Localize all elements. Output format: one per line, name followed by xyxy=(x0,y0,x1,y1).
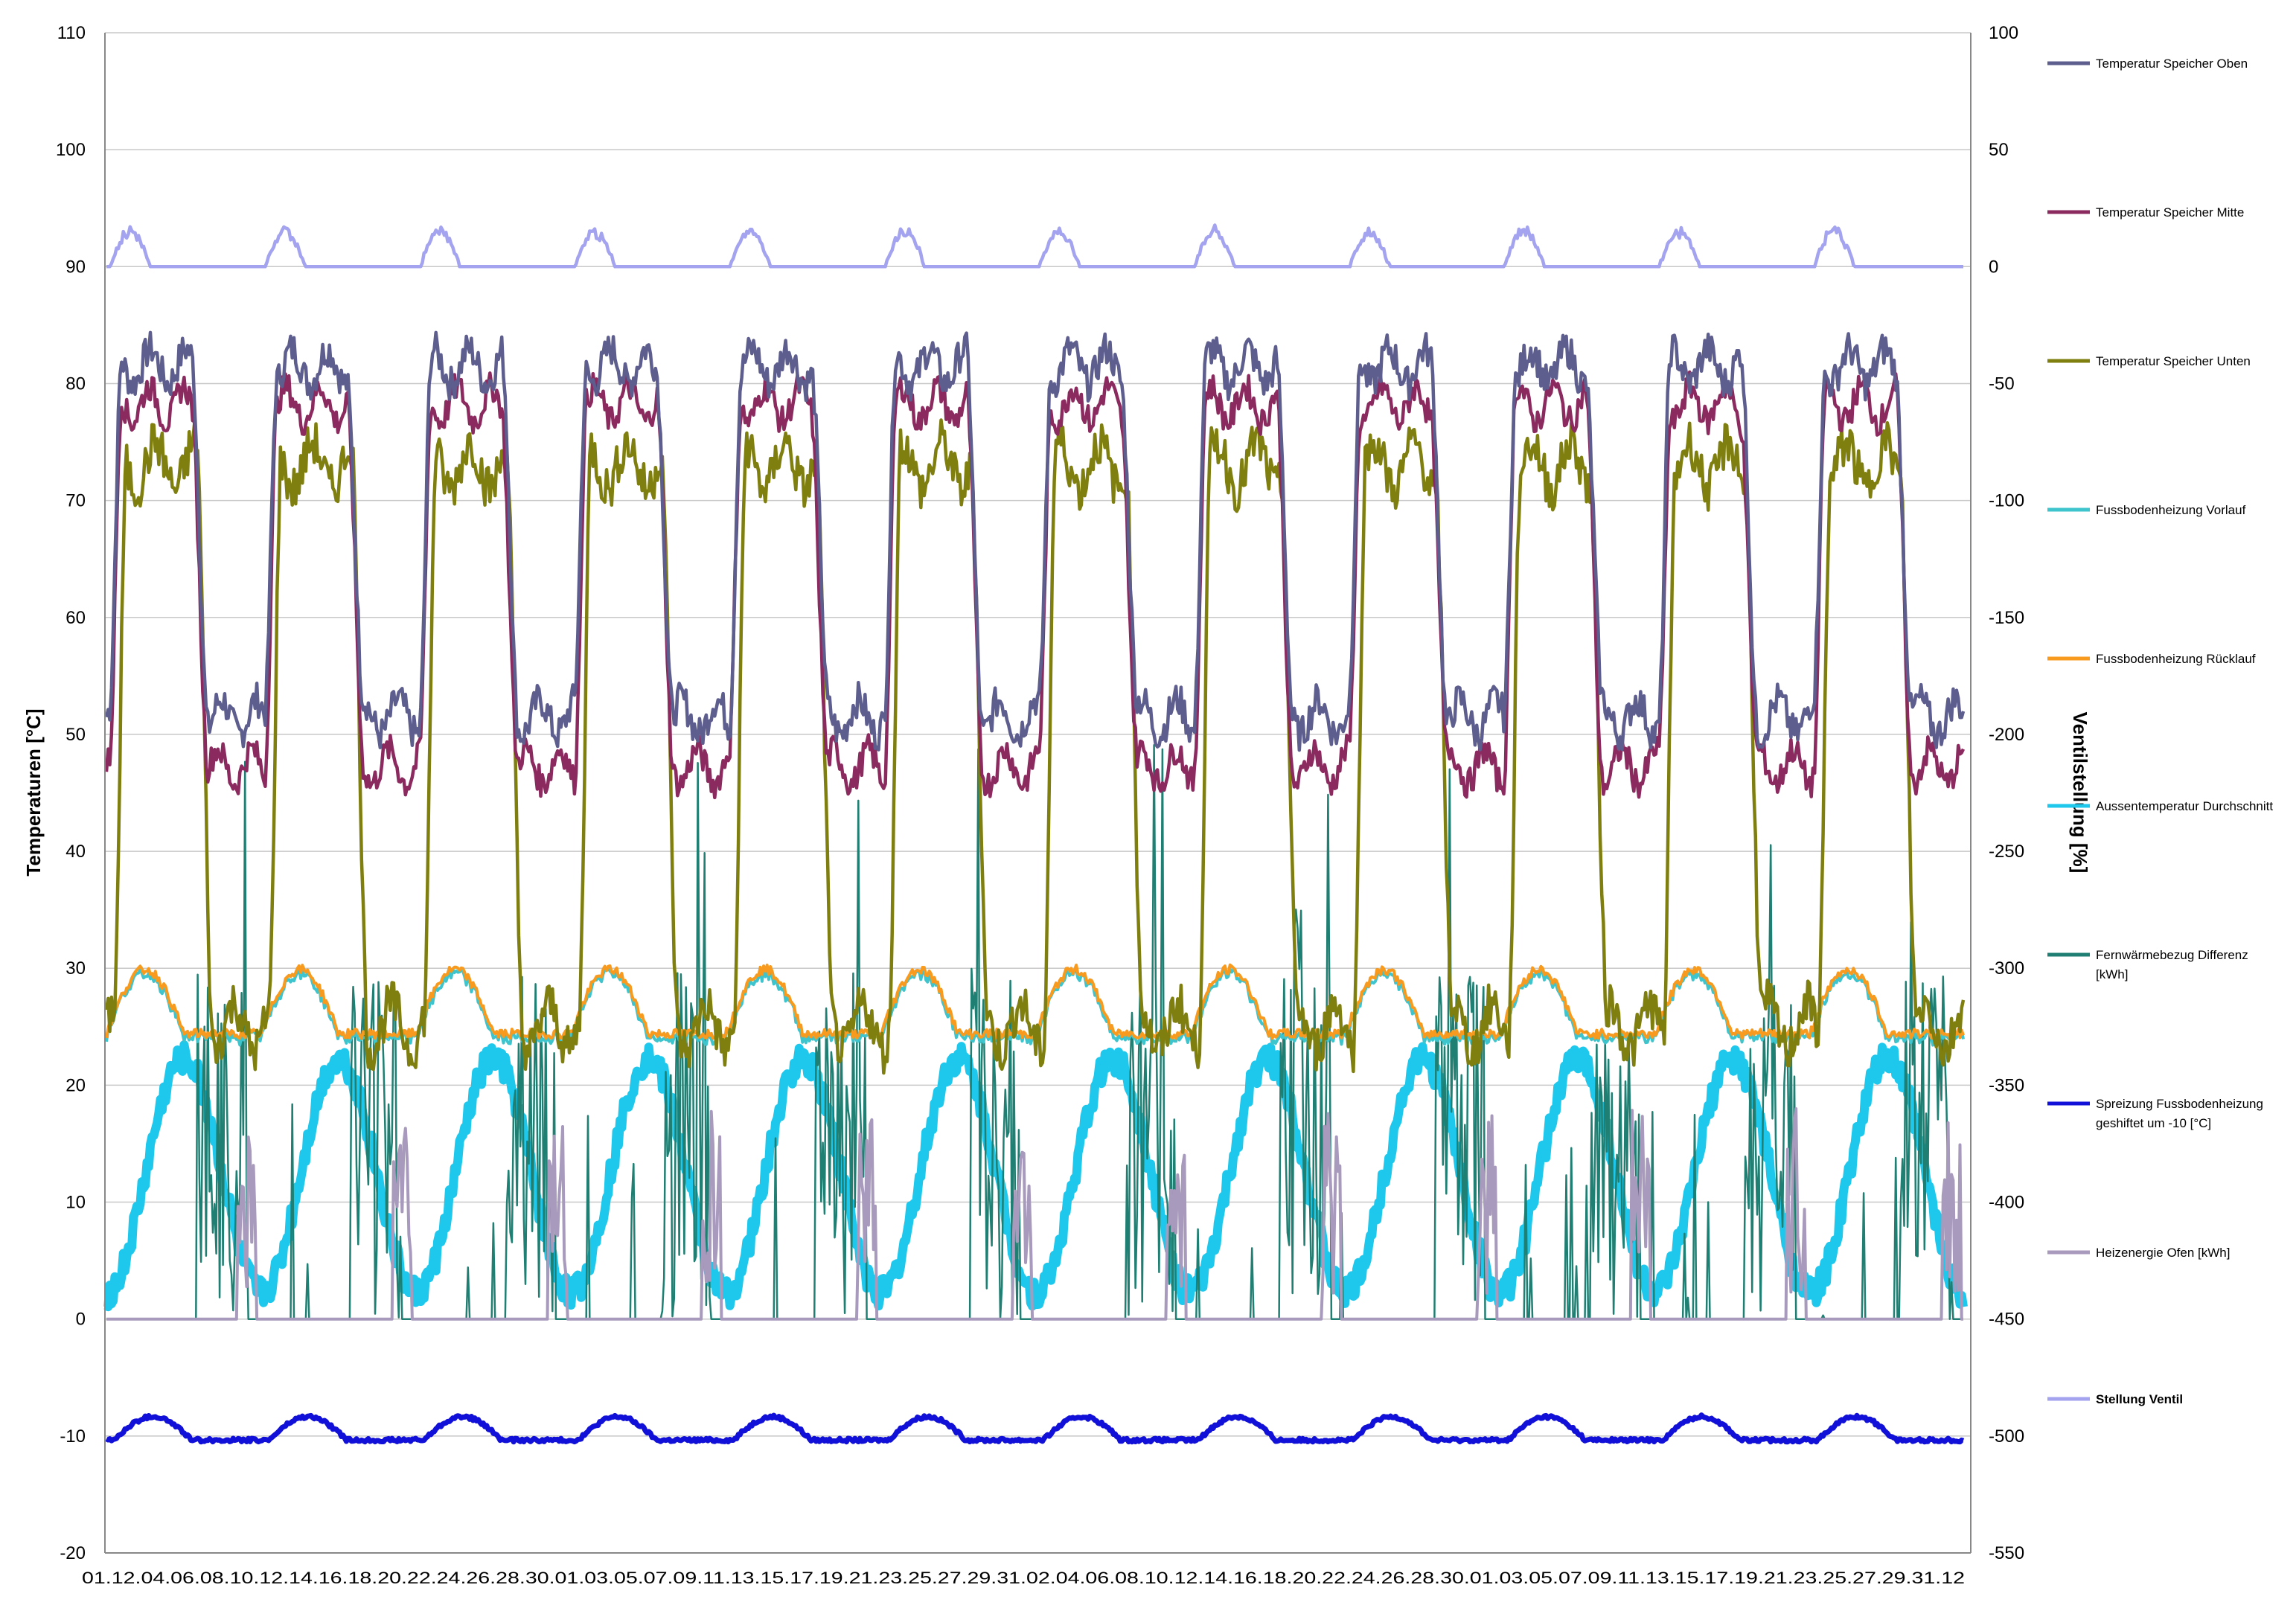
y2-tick-labels: 100 50 0 -50 -100 -150 -200 -250 -300 -350 -400 -45… xyxy=(1989,23,2024,1563)
y-tick-label: 10 xyxy=(65,1193,86,1213)
x-tick-labels: 01.12.04.06.08.10.12.14.16.18.20.22.24.2… xyxy=(82,1569,1965,1587)
y2-tick-label: 0 xyxy=(1989,257,1998,277)
y2-tick-label: -50 xyxy=(1989,374,2015,394)
series-line-ventil xyxy=(106,223,1963,269)
y2-tick-label: -550 xyxy=(1989,1543,2024,1563)
y-axis-title: Temperaturen [°C] xyxy=(22,708,45,876)
y-tick-label: -10 xyxy=(60,1426,86,1447)
legend-label: Stellung Ventil xyxy=(2096,1392,2183,1406)
y-tick-label: 70 xyxy=(65,491,86,511)
y-tick-label: 100 xyxy=(56,140,86,160)
legend-label: Fernwärmebezug Differenz [kWh] xyxy=(2096,948,2248,981)
y-tick-label: 60 xyxy=(65,608,86,628)
y2-tick-label: -150 xyxy=(1989,608,2024,628)
series-line-speicher_mitte xyxy=(104,370,1966,800)
legend-label: Temperatur Speicher Oben xyxy=(2096,57,2248,71)
series-line-speicher_unten xyxy=(104,418,1966,1075)
series-line-heizenergie_ofen xyxy=(106,1107,1963,1321)
y-tick-label: 0 xyxy=(76,1310,86,1330)
y2-tick-label: -300 xyxy=(1989,958,2024,978)
y-tick-label: -20 xyxy=(60,1543,86,1563)
y-tick-label: 50 xyxy=(65,725,86,745)
y-tick-label: 80 xyxy=(65,374,86,394)
y-tick-label: 90 xyxy=(65,257,86,277)
legend-label: Fussbodenheizung Vorlauf xyxy=(2096,503,2246,517)
y2-tick-label: -500 xyxy=(1989,1426,2024,1447)
y2-tick-label: -400 xyxy=(1989,1193,2024,1213)
y-tick-label: 30 xyxy=(65,958,86,978)
y2-tick-label: 100 xyxy=(1989,23,2018,43)
y2-tick-label: -250 xyxy=(1989,842,2024,862)
series-line-speicher_oben xyxy=(104,330,1966,752)
y-tick-label: 40 xyxy=(65,842,86,862)
y2-tick-label: -200 xyxy=(1989,725,2024,745)
y-tick-label: 110 xyxy=(57,23,86,43)
legend-label: Aussentemperatur Durchschnitt xyxy=(2096,799,2273,813)
legend-label: Spreizung Fussbodenheizung geshiftet um -… xyxy=(2096,1097,2263,1130)
legend: Temperatur Speicher Oben Temperatur Speic… xyxy=(2047,57,2273,1406)
y2-tick-label: 50 xyxy=(1989,140,2009,160)
series-line-spreizung xyxy=(105,1412,1965,1445)
series-layer xyxy=(103,223,1968,1445)
legend-label: Fussbodenheizung Rücklauf xyxy=(2096,652,2256,666)
axes xyxy=(104,33,1972,1554)
y2-tick-label: -350 xyxy=(1989,1075,2024,1095)
legend-label: Heizenergie Ofen [kWh] xyxy=(2096,1246,2230,1260)
y2-axis-title: Ventilstellung [%] xyxy=(2069,712,2091,874)
legend-label: Temperatur Speicher Unten xyxy=(2096,354,2251,368)
y2-tick-label: -450 xyxy=(1989,1310,2024,1330)
legend-label: Temperatur Speicher Mitte xyxy=(2096,205,2244,220)
y-tick-label: 20 xyxy=(65,1075,86,1095)
y2-tick-label: -100 xyxy=(1989,491,2024,511)
gridlines xyxy=(105,32,1971,1554)
